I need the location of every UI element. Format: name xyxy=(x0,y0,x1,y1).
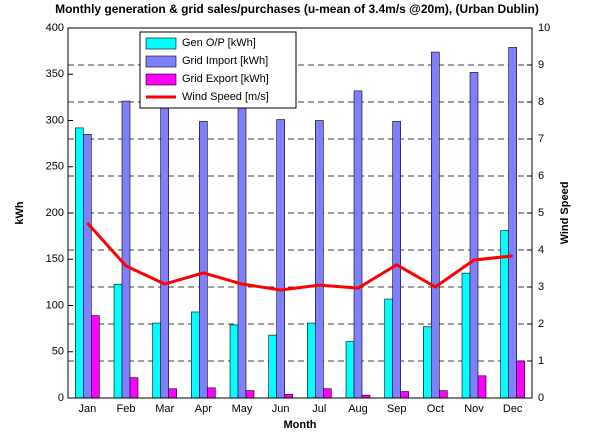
legend-swatch xyxy=(145,73,177,86)
y-tick-label: 0 xyxy=(58,392,64,404)
bar xyxy=(384,298,393,399)
x-tick-label: Mar xyxy=(155,403,174,415)
y2-tick-label: 10 xyxy=(538,22,550,34)
x-tick-label: Apr xyxy=(195,403,212,415)
bar xyxy=(477,375,487,399)
bar xyxy=(315,120,324,399)
bar xyxy=(160,92,169,399)
bar xyxy=(191,311,200,399)
bar xyxy=(75,127,84,399)
bar xyxy=(307,322,316,399)
y2-tick-label: 1 xyxy=(538,355,544,367)
y2-tick-label: 2 xyxy=(538,318,544,330)
x-tick-label: Aug xyxy=(348,403,368,415)
legend-swatch xyxy=(145,37,177,50)
y-tick-label: 200 xyxy=(46,207,64,219)
y-tick-label: 250 xyxy=(46,161,64,173)
bar xyxy=(168,388,177,399)
legend-label: Gen O/P [kWh] xyxy=(182,37,256,49)
bar xyxy=(83,134,92,399)
bar xyxy=(439,390,448,399)
y2-axis-label: Wind Speed xyxy=(559,182,571,245)
x-tick-label: Feb xyxy=(117,403,136,415)
bar xyxy=(400,391,409,399)
bar xyxy=(461,272,471,399)
bar xyxy=(229,324,239,399)
y-tick-label: 350 xyxy=(46,68,64,80)
bar xyxy=(199,121,208,399)
bar xyxy=(469,72,479,399)
y2-tick-label: 7 xyxy=(538,133,544,145)
bar xyxy=(207,387,216,399)
x-axis-label: Month xyxy=(284,419,317,431)
y-tick-label: 100 xyxy=(46,299,64,311)
bar xyxy=(121,100,131,399)
y2-tick-label: 6 xyxy=(538,170,544,182)
x-tick-label: Jan xyxy=(78,403,96,415)
bar xyxy=(237,103,247,399)
bar xyxy=(129,377,139,399)
y-tick-label: 50 xyxy=(52,346,64,358)
bar xyxy=(508,47,517,399)
legend-label: Grid Import [kWh] xyxy=(182,55,268,67)
legend-label: Wind Speed [m/s] xyxy=(182,91,269,103)
y2-tick-label: 5 xyxy=(538,207,544,219)
y2-tick-label: 0 xyxy=(538,392,544,404)
bar xyxy=(423,326,432,399)
bar xyxy=(516,360,525,399)
y-tick-label: 300 xyxy=(46,114,64,126)
bar xyxy=(152,322,161,399)
x-tick-label: May xyxy=(232,403,253,415)
chart-title: Monthly generation & grid sales/purchase… xyxy=(55,2,539,16)
plot-frame xyxy=(67,27,533,399)
y2-tick-label: 9 xyxy=(538,59,544,71)
x-tick-label: Jun xyxy=(272,403,290,415)
bar xyxy=(323,388,332,399)
y2-tick-label: 3 xyxy=(538,281,544,293)
bar xyxy=(284,393,293,399)
bar xyxy=(276,119,285,399)
bar xyxy=(91,315,100,399)
legend-label: Grid Export [kWh] xyxy=(182,73,269,85)
y-tick-label: 150 xyxy=(46,253,64,265)
bar xyxy=(431,51,440,399)
y-axis-label: kWh xyxy=(14,201,26,225)
y-tick-label: 400 xyxy=(46,22,64,34)
line xyxy=(86,221,513,292)
y2-tick-label: 8 xyxy=(538,96,544,108)
bar xyxy=(245,390,255,399)
x-tick-label: Nov xyxy=(464,403,484,415)
bar xyxy=(113,283,123,399)
legend-swatch xyxy=(145,55,177,68)
bar xyxy=(345,341,355,399)
bar xyxy=(353,90,363,399)
bar xyxy=(268,334,277,399)
x-tick-label: Dec xyxy=(503,403,523,415)
x-tick-label: Jul xyxy=(312,403,326,415)
x-tick-label: Sep xyxy=(387,403,407,415)
x-tick-label: Oct xyxy=(427,403,444,415)
bar xyxy=(392,121,401,399)
y2-tick-label: 4 xyxy=(538,244,544,256)
